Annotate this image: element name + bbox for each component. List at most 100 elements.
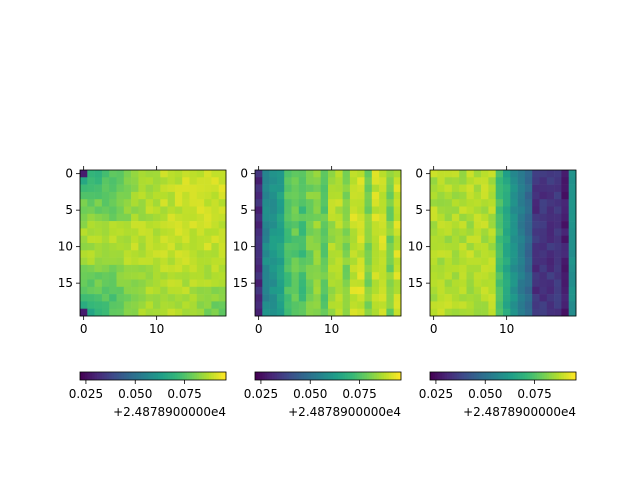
heatmap-cell <box>298 235 307 244</box>
heatmap-cell <box>328 286 336 295</box>
heatmap-cell <box>138 264 146 273</box>
heatmap-cell <box>80 235 88 244</box>
heatmap-cell <box>357 228 365 236</box>
heatmap-cell <box>328 257 336 266</box>
colorbar-tick-label: 0.050 <box>293 387 327 401</box>
heatmap-cell <box>87 199 95 207</box>
heatmap-cell <box>517 199 526 207</box>
heatmap-cell <box>503 199 511 207</box>
heatmap-cell <box>262 301 270 309</box>
heatmap-cell <box>291 286 300 295</box>
heatmap-cell <box>342 235 351 244</box>
heatmap-cell <box>517 272 526 280</box>
heatmap-cell <box>276 243 285 251</box>
heatmap-cell <box>298 213 307 222</box>
heatmap-cell <box>488 191 496 200</box>
heatmap-cell <box>335 243 343 251</box>
y-tick-label: 0 <box>415 167 423 181</box>
heatmap-cell <box>153 308 161 317</box>
colorbar-segment <box>104 372 108 380</box>
heatmap-cell <box>444 257 453 266</box>
heatmap-cell <box>561 235 569 244</box>
heatmap-cell <box>466 308 475 317</box>
heatmap-cell <box>167 257 176 266</box>
heatmap-cell <box>167 264 176 273</box>
colorbar-segment <box>539 372 543 380</box>
heatmap-cell <box>451 199 460 207</box>
heatmap-cell <box>306 264 314 273</box>
heatmap-cell <box>546 206 555 215</box>
colorbar-segment <box>388 372 392 380</box>
colorbar-segment <box>135 372 139 380</box>
heatmap-cell <box>87 221 95 229</box>
heatmap-cell <box>204 257 212 266</box>
colorbar-segment <box>478 372 482 380</box>
heatmap-cell <box>262 191 270 200</box>
colorbar-segment <box>437 372 441 380</box>
heatmap-cell <box>109 257 117 266</box>
heatmap-cell <box>481 191 489 200</box>
heatmap-cell <box>123 177 132 185</box>
heatmap-cell <box>269 206 278 215</box>
heatmap-cell <box>211 294 219 302</box>
heatmap-cell <box>196 177 205 185</box>
heatmap-cell <box>386 294 394 302</box>
heatmap-cell <box>532 308 540 317</box>
heatmap-cell <box>430 184 438 193</box>
heatmap-cell <box>80 191 88 200</box>
heatmap-cell <box>459 221 467 229</box>
heatmap-cell <box>298 286 307 295</box>
heatmap-cell <box>510 177 518 185</box>
heatmap-cell <box>503 250 511 258</box>
heatmap-cell <box>298 301 307 309</box>
heatmap-cell <box>328 206 336 215</box>
heatmap-cell <box>291 206 300 215</box>
colorbar: 0.025 0.050 0.075 +2.4878900000e4 <box>69 371 227 419</box>
heatmap-cell <box>320 308 329 317</box>
heatmap-cell <box>393 221 402 229</box>
heatmap-cell <box>568 221 577 229</box>
heatmap-cell <box>269 250 278 258</box>
heatmap-cell <box>298 243 307 251</box>
heatmap-cell <box>437 170 445 178</box>
heatmap-cell <box>364 228 373 236</box>
heatmap-cell <box>546 301 555 309</box>
heatmap-cell <box>459 228 467 236</box>
heatmap-cell <box>328 279 336 288</box>
colorbar-segment <box>347 372 351 380</box>
heatmap-cell <box>276 184 285 193</box>
colorbar-segment <box>558 372 562 380</box>
heatmap-cell <box>488 206 496 215</box>
heatmap-cell <box>371 308 380 317</box>
heatmap-cell <box>554 257 562 266</box>
heatmap-cell <box>357 191 365 200</box>
heatmap-cell <box>510 243 518 251</box>
colorbar-segment <box>369 372 373 380</box>
heatmap-cell <box>189 221 198 229</box>
colorbar-offset-label: +2.4878900000e4 <box>113 405 226 419</box>
colorbar-segment <box>211 372 215 380</box>
colorbar-tick-label: 0.075 <box>167 387 201 401</box>
heatmap-cell <box>539 301 548 309</box>
colorbar-segment <box>512 372 516 380</box>
heatmap-cell <box>386 250 394 258</box>
heatmap-cell <box>554 250 562 258</box>
heatmap-cell <box>393 235 402 244</box>
colorbar-segment <box>503 372 506 380</box>
heatmap-cell <box>189 199 198 207</box>
heatmap-cell <box>342 294 351 302</box>
heatmap-cell <box>517 279 526 288</box>
colorbar-segment <box>170 372 173 380</box>
heatmap-cell <box>459 257 467 266</box>
x-tick-label: 0 <box>430 322 438 336</box>
colorbar-frame <box>254 371 402 381</box>
colorbar-segment <box>289 372 292 380</box>
heatmap-cell <box>568 213 577 222</box>
heatmap-cell <box>109 170 117 178</box>
heatmap-cell <box>495 286 504 295</box>
heatmap-cell <box>276 213 285 222</box>
heatmap-cell <box>153 177 161 185</box>
heatmap-panel-2: 0 10 0 5 10 15 0.025 0.050 0.075 +2.4878900000e4 <box>233 166 402 419</box>
y-tick-label: 15 <box>233 276 248 290</box>
heatmap-cell <box>80 199 88 207</box>
